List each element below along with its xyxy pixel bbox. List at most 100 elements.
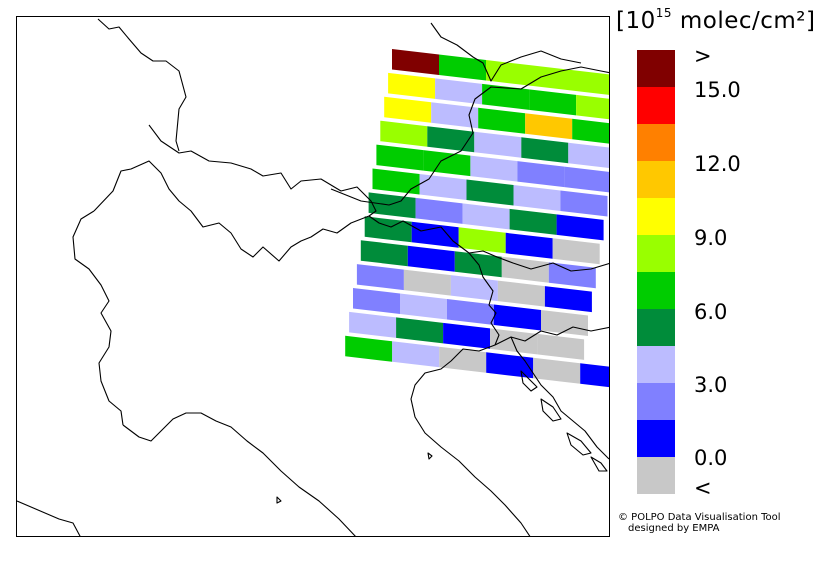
legend-swatch: [637, 124, 675, 161]
pixel-cell: [525, 113, 573, 140]
pixel-cell: [576, 94, 609, 120]
legend-tick-label: 6.0: [694, 300, 728, 324]
legend-swatch: [637, 420, 675, 457]
pixel-cell: [435, 78, 483, 105]
pixel-cell: [423, 150, 471, 177]
island-1: [520, 370, 538, 392]
pixel-cell: [427, 126, 475, 153]
pixel-cell: [509, 208, 557, 235]
pixel-cell: [482, 83, 530, 110]
pixel-cell: [392, 341, 440, 368]
legend-tick-label: 15.0: [694, 78, 741, 102]
pixel-cell: [407, 245, 455, 272]
coast-italy-north: [122, 412, 356, 536]
pixel-cell: [360, 240, 408, 267]
legend-swatch: [637, 198, 675, 235]
legend-swatch: [637, 235, 675, 272]
map-canvas[interactable]: [17, 17, 610, 537]
border-slovenia-croatia: [494, 326, 609, 346]
pixel-cell: [458, 227, 506, 254]
pixel-cell: [564, 166, 609, 193]
border-austria-germany: [330, 66, 609, 206]
column-density-pixels: [345, 49, 609, 388]
island-elba: [276, 496, 282, 504]
pixel-cell: [396, 317, 444, 344]
pixel-cell: [505, 232, 553, 259]
pixel-cell: [443, 322, 491, 349]
legend-swatch: [637, 87, 675, 124]
pixel-cell: [368, 192, 416, 219]
island-2: [540, 398, 562, 422]
border-france-germany: [97, 18, 187, 152]
pixel-cell: [392, 49, 439, 75]
legend-tick-label: >: [694, 44, 712, 68]
pixel-cell: [533, 357, 581, 384]
legend-tick-label: 9.0: [694, 226, 728, 250]
pixel-cell: [572, 118, 609, 144]
pixel-cell: [466, 179, 514, 206]
legend-tick-label: 0.0: [694, 446, 728, 470]
legend-swatch: [637, 272, 675, 309]
pixel-cell: [470, 155, 518, 182]
pixel-cell: [403, 269, 451, 296]
pixel-cell: [474, 131, 522, 158]
island-small: [427, 452, 433, 460]
pixel-cell: [353, 288, 400, 314]
border-italy-slovenia: [468, 252, 500, 346]
pixel-cell: [580, 363, 609, 388]
pixel-cell: [419, 174, 467, 200]
pixel-cell: [486, 352, 534, 379]
pixel-cell: [345, 335, 393, 362]
pixel-cell: [364, 216, 412, 243]
border-france-italy: [72, 210, 124, 426]
pixel-cell: [548, 262, 596, 289]
pixel-cell: [556, 214, 604, 241]
credit-line-2: designed by EMPA: [628, 523, 720, 534]
legend-tick-label: <: [694, 476, 712, 500]
legend-swatch: [637, 161, 675, 198]
pixel-cell: [486, 60, 533, 86]
legend-swatch: [637, 309, 675, 346]
pixel-cell: [544, 286, 592, 313]
pixel-cell: [580, 71, 609, 95]
pixel-cell: [537, 333, 585, 360]
pixel-cell: [372, 168, 420, 195]
pixel-cell: [431, 102, 479, 129]
pixel-cell: [439, 346, 487, 373]
legend-swatch: [637, 50, 675, 87]
pixel-cell: [521, 137, 569, 164]
island-4: [590, 456, 608, 472]
pixel-cell: [349, 311, 397, 338]
pixel-cell: [439, 54, 486, 81]
coast-adriatic: [410, 344, 531, 536]
legend-swatch: [637, 383, 675, 420]
credit-text: © POLPO Data Visualisation Tool designed…: [618, 512, 781, 534]
pixel-cell: [529, 89, 577, 116]
pixel-cell: [497, 280, 545, 307]
map-panel[interactable]: [16, 16, 610, 537]
legend-tick-label: 3.0: [694, 373, 728, 397]
pixel-cell: [552, 238, 600, 265]
pixel-cell: [494, 304, 541, 331]
pixel-cell: [380, 120, 428, 147]
pixel-cell: [568, 142, 609, 168]
legend-units-title: [1015 molec/cm²]: [616, 6, 813, 34]
country-borders: [17, 18, 609, 536]
pixel-cell: [356, 264, 404, 291]
legend-swatch: [637, 346, 675, 383]
pixel-cell: [501, 256, 549, 283]
pixel-cell: [490, 328, 538, 355]
pixel-cell: [533, 65, 580, 92]
coast-croatia: [510, 336, 609, 460]
legend-tick-label: 12.0: [694, 152, 741, 176]
pixel-cell: [447, 299, 494, 325]
border-czech: [430, 22, 582, 82]
border-switzerland-south: [93, 160, 370, 262]
pixel-cell: [462, 203, 510, 230]
pixel-cell: [415, 197, 463, 224]
island-3: [566, 432, 592, 456]
pixel-cell: [478, 107, 526, 134]
pixel-cell: [400, 293, 447, 320]
credit-line-1: © POLPO Data Visualisation Tool: [618, 512, 781, 523]
island-corsica-edge: [17, 500, 81, 536]
